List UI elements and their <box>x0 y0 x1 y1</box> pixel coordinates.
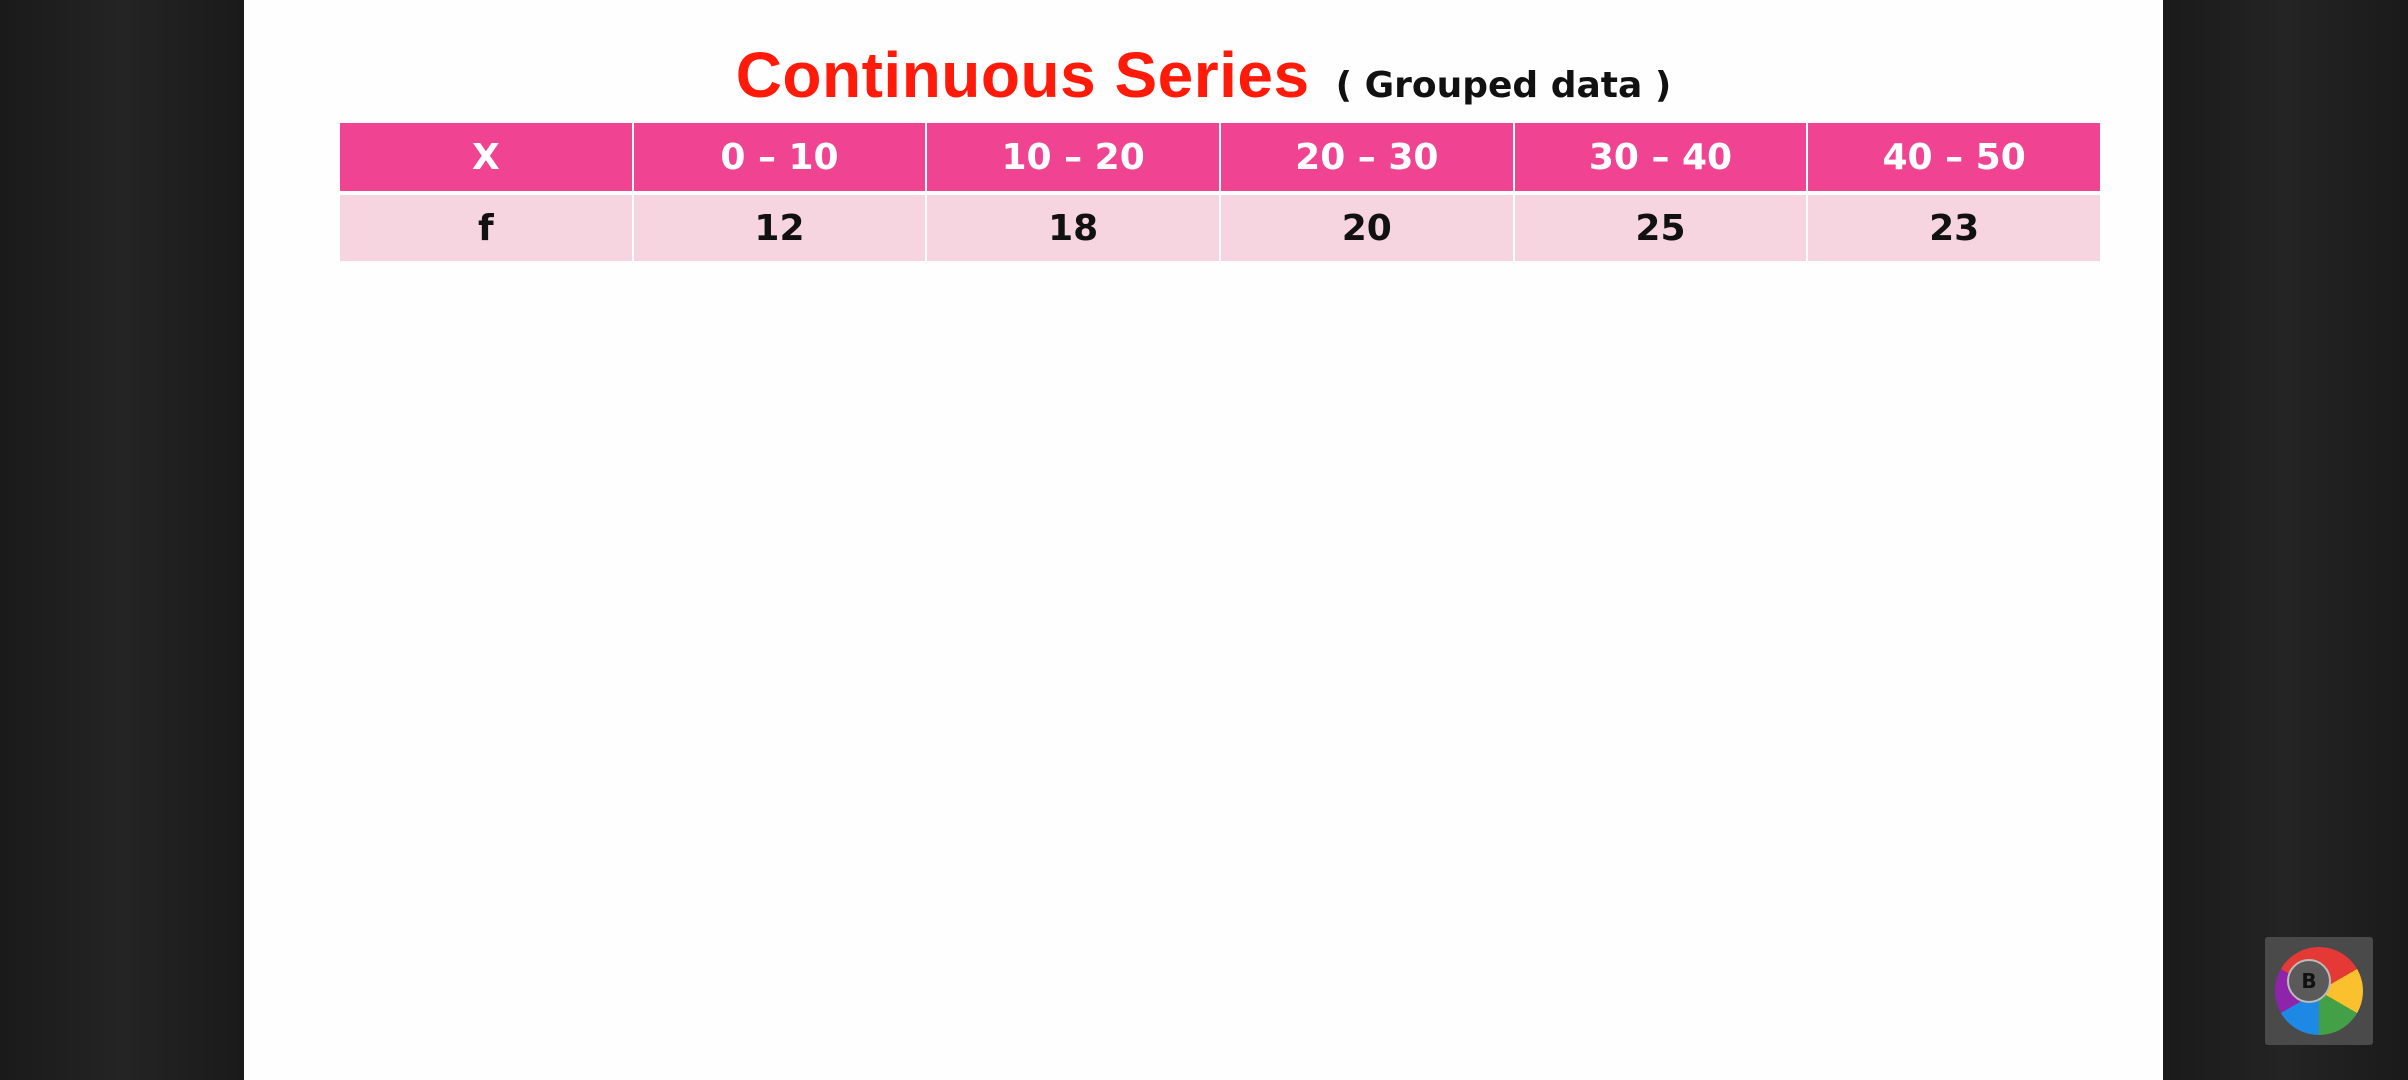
logo-letter: B <box>2301 969 2317 993</box>
frequency-cell: 23 <box>1808 195 2100 261</box>
left-letterbox <box>0 0 244 1080</box>
header-cell-class: 30 – 40 <box>1514 123 1807 195</box>
right-letterbox <box>2163 0 2408 1080</box>
table-row: f 12 18 20 25 23 <box>340 195 2100 261</box>
frequency-cell: 25 <box>1514 195 1807 261</box>
table-header-row: X 0 – 10 10 – 20 20 – 30 30 – 40 40 – 50 <box>340 123 2100 195</box>
presentation-slide: Continuous Series ( Grouped data ) X 0 –… <box>244 0 2163 1080</box>
row-cell-f: f <box>340 195 632 261</box>
slide-title: Continuous Series <box>735 39 1310 111</box>
logo-badge: B <box>2287 959 2331 1003</box>
header-cell-class: 40 – 50 <box>1808 123 2100 195</box>
slide-subtitle: ( Grouped data ) <box>1335 65 1672 106</box>
header-cell-x: X <box>340 123 632 195</box>
frequency-cell: 12 <box>633 195 926 261</box>
channel-logo[interactable]: B <box>2265 937 2373 1045</box>
slide-title-row: Continuous Series ( Grouped data ) <box>244 38 2163 112</box>
frequency-cell: 20 <box>1220 195 1513 261</box>
header-cell-class: 0 – 10 <box>633 123 926 195</box>
frequency-table: X 0 – 10 10 – 20 20 – 30 30 – 40 40 – 50… <box>338 123 2102 261</box>
header-cell-class: 10 – 20 <box>927 123 1219 195</box>
header-cell-class: 20 – 30 <box>1220 123 1513 195</box>
frequency-cell: 18 <box>927 195 1219 261</box>
